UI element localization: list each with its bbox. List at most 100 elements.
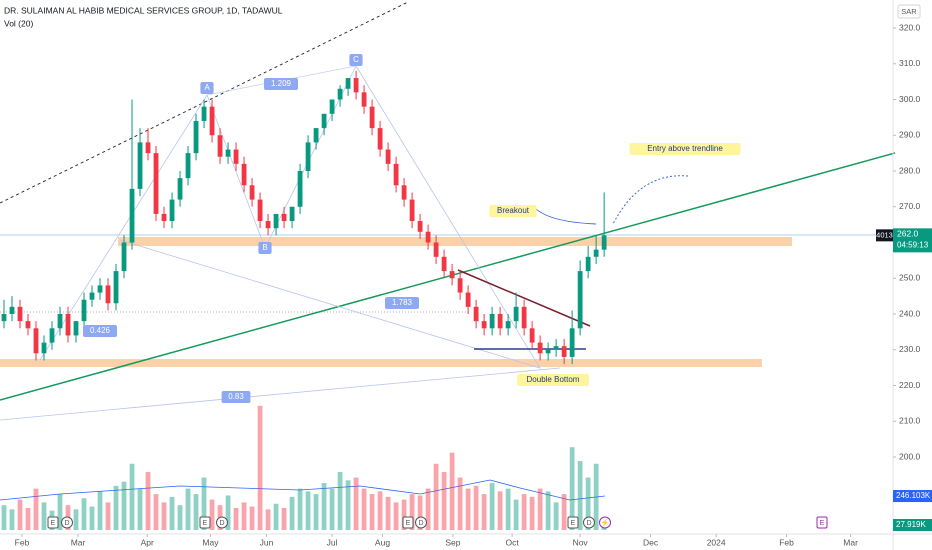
event-icon bbox=[61, 516, 73, 529]
ticker-box bbox=[876, 229, 893, 242]
volume-bar bbox=[145, 472, 151, 530]
volume-bar bbox=[481, 494, 487, 530]
y-tick-label: 250.0 bbox=[899, 273, 921, 283]
candle-body bbox=[89, 292, 95, 300]
event-label: D bbox=[219, 520, 224, 527]
y-tick-label: 200.0 bbox=[899, 451, 921, 461]
volume-bar bbox=[305, 491, 311, 530]
y-tick-label: 290.0 bbox=[899, 130, 921, 140]
candle-body bbox=[361, 92, 367, 107]
callout-text: Entry above trendline bbox=[647, 144, 723, 153]
volume-bar bbox=[201, 477, 207, 530]
volume-bar bbox=[105, 502, 111, 530]
volume-bar bbox=[137, 488, 143, 530]
volume-bar bbox=[521, 494, 527, 530]
candle-body bbox=[345, 78, 351, 89]
x-tick-label: Jun bbox=[260, 537, 274, 547]
volume-bar bbox=[377, 491, 383, 530]
candle-body bbox=[177, 178, 183, 200]
candle-body bbox=[561, 346, 567, 357]
event-icon bbox=[816, 516, 828, 529]
volume-bar bbox=[353, 477, 359, 530]
candle-body bbox=[489, 314, 495, 329]
candle-body bbox=[249, 185, 255, 200]
candle-body bbox=[553, 346, 559, 350]
x-tick-label: Jul bbox=[327, 537, 338, 547]
support-zone bbox=[0, 359, 762, 367]
volume-bar bbox=[473, 485, 479, 530]
volume-bar bbox=[241, 502, 247, 530]
volume-bar bbox=[257, 405, 263, 530]
volume-bar bbox=[569, 447, 575, 530]
pattern-label-box bbox=[349, 54, 363, 66]
y-tick-label: 280.0 bbox=[899, 165, 921, 175]
candle-body bbox=[81, 299, 87, 322]
candle-body bbox=[65, 314, 71, 336]
volume-bar bbox=[273, 503, 279, 530]
candle-body bbox=[433, 242, 439, 257]
event-icon bbox=[599, 516, 611, 529]
volume-bar bbox=[153, 494, 159, 530]
event-icon bbox=[415, 516, 427, 529]
y-tick-label: 230.0 bbox=[899, 344, 921, 354]
candle-body bbox=[113, 271, 119, 304]
candle-body bbox=[169, 199, 175, 222]
volume-bar bbox=[33, 488, 39, 530]
event-label: D bbox=[586, 520, 591, 527]
drawings bbox=[0, 1, 896, 501]
candle-body bbox=[1, 314, 7, 322]
candle-body bbox=[145, 142, 151, 154]
candle-body bbox=[281, 213, 287, 222]
candle-body bbox=[289, 206, 295, 222]
candle-body bbox=[25, 321, 31, 329]
candle-body bbox=[473, 306, 479, 322]
volume-ma-line bbox=[0, 479, 606, 501]
candle-body bbox=[337, 88, 343, 100]
candle-body bbox=[129, 188, 135, 243]
volume-bar bbox=[57, 494, 63, 530]
volume-bar bbox=[425, 488, 431, 530]
event-label: E bbox=[51, 520, 56, 527]
candle-body bbox=[161, 213, 167, 222]
pattern-label-box bbox=[83, 325, 117, 337]
candle-body bbox=[497, 314, 503, 329]
volume-bar bbox=[233, 507, 239, 530]
pattern-label-box bbox=[264, 78, 298, 90]
candle-body bbox=[185, 153, 191, 179]
candle-body bbox=[449, 271, 455, 279]
last-volume-label: 27.919K bbox=[896, 520, 926, 529]
candle-body bbox=[465, 292, 471, 307]
volume-bar bbox=[193, 494, 199, 530]
breakout-arrow bbox=[533, 206, 597, 225]
volume-bar bbox=[89, 506, 95, 530]
last-price-label: 262.0 bbox=[897, 229, 919, 239]
candle-body bbox=[257, 199, 263, 222]
x-tick-label: Dec bbox=[643, 537, 659, 547]
volume-bar bbox=[209, 499, 215, 530]
volume-bar bbox=[417, 495, 423, 530]
candle-body bbox=[521, 306, 527, 329]
trendline bbox=[0, 152, 896, 401]
candle-body bbox=[241, 163, 247, 186]
volume-bar bbox=[129, 463, 135, 530]
pattern-label: 0.426 bbox=[90, 326, 111, 335]
volume-bar bbox=[161, 502, 167, 530]
candle-body bbox=[105, 285, 111, 304]
event-icon bbox=[47, 516, 59, 529]
candle-body bbox=[17, 306, 23, 322]
volume-bar bbox=[169, 496, 175, 530]
y-tick-label: 210.0 bbox=[899, 416, 921, 426]
event-label: E bbox=[203, 520, 208, 527]
candle-body bbox=[409, 199, 415, 222]
pattern-label: 0.83 bbox=[228, 392, 244, 401]
x-tick-label: Oct bbox=[505, 537, 519, 547]
candle-body bbox=[537, 342, 543, 354]
volume-bar bbox=[321, 483, 327, 530]
x-tick-label: Aug bbox=[375, 537, 390, 547]
candle-body bbox=[121, 242, 127, 272]
candle-body bbox=[425, 231, 431, 243]
x-tick-label: Mar bbox=[843, 537, 858, 547]
last-volume-box bbox=[893, 519, 932, 531]
